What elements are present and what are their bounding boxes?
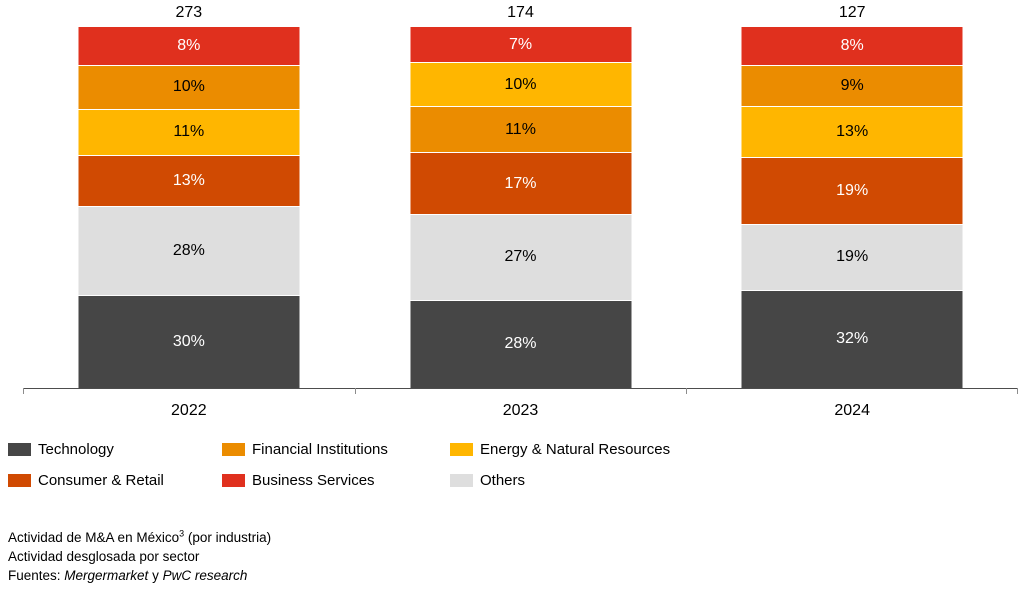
legend-item: Financial Institutions (222, 441, 450, 458)
bar-segment: 8% (78, 27, 300, 65)
footer-sources: Fuentes: Mergermarket y PwC research (8, 566, 271, 585)
bar-total: 174 (507, 4, 534, 21)
footer-title-text: Actividad de M&A en México (8, 530, 180, 545)
footer-title: Actividad de M&A en México3 (por industr… (8, 528, 271, 547)
legend-label: Energy & Natural Resources (480, 441, 671, 458)
bar-segment: 10% (78, 65, 300, 109)
x-axis-tick (354, 388, 356, 394)
bar-segment: 17% (410, 153, 631, 214)
bar-total: 273 (175, 4, 203, 21)
legend-item: Consumer & Retail (8, 472, 222, 489)
bar-segment: 13% (78, 155, 300, 207)
footer-title-suffix: (por industria) (184, 530, 272, 545)
stacked-bar: 8% 9% 13% 19% 19% 32% (741, 27, 963, 388)
bar-segment: 28% (78, 207, 300, 295)
x-axis-tick (686, 388, 688, 394)
legend-swatch (450, 474, 473, 487)
x-axis-tick (1017, 388, 1018, 394)
bar-segment: 8% (741, 27, 963, 65)
x-axis-label: 2024 (834, 402, 870, 419)
legend-item: Energy & Natural Resources (450, 441, 670, 458)
bar-segment: 32% (741, 290, 963, 388)
bar-total: 127 (838, 4, 866, 21)
bar-segment: 13% (741, 107, 963, 158)
x-axis-label: 2023 (502, 402, 539, 419)
legend-swatch (222, 474, 245, 487)
footnote-marker: 3 (179, 528, 185, 539)
legend-item: Technology (8, 441, 222, 458)
bar-segment: 11% (410, 107, 631, 153)
bar-group-2023: 174 7% 10% 11% 17% 27% 28% (355, 4, 687, 388)
legend-label: Business Services (252, 472, 375, 489)
bar-segment: 7% (410, 27, 631, 63)
stacked-bar: 7% 10% 11% 17% 27% 28% (410, 27, 631, 388)
legend-swatch (8, 443, 31, 456)
source-name: PwC research (162, 568, 248, 583)
x-axis-labels: 2022 2023 2024 (23, 402, 1018, 420)
x-axis-label: 2022 (171, 402, 207, 419)
source-name: Mergermarket (64, 568, 149, 583)
sources-connector: y (148, 568, 163, 583)
bar-segment: 9% (741, 65, 963, 107)
x-axis-tick (23, 388, 24, 394)
legend-swatch (8, 474, 31, 487)
bar-segment: 30% (78, 295, 300, 388)
bar-group-2022: 273 8% 10% 11% 13% 28% 30% (23, 4, 355, 388)
bar-segment: 27% (410, 214, 631, 300)
legend-label: Others (480, 472, 526, 489)
legend-swatch (222, 443, 245, 456)
stacked-bar: 8% 10% 11% 13% 28% 30% (78, 27, 300, 388)
legend-swatch (450, 443, 473, 456)
legend-label: Technology (38, 441, 114, 458)
plot-area: 273 8% 10% 11% 13% 28% 30% 174 7% 10% 11% 17% 27% 28%… (23, 4, 1018, 394)
bar-segment: 10% (410, 63, 631, 107)
footer: Actividad de M&A en México3 (por industr… (8, 528, 271, 585)
legend-label: Consumer & Retail (38, 472, 164, 489)
legend-item: Business Services (222, 472, 450, 489)
legend-item: Others (450, 472, 670, 489)
bar-segment: 19% (741, 158, 963, 224)
bar-segment: 11% (78, 109, 300, 155)
legend: Technology Financial Institutions Energy &… (8, 441, 670, 489)
sources-prefix: Fuentes: (8, 568, 65, 583)
footer-subtitle: Actividad desglosada por sector (8, 549, 200, 564)
bar-segment: 28% (410, 300, 631, 388)
legend-label: Financial Institutions (252, 441, 388, 458)
bar-segment: 19% (741, 224, 963, 290)
bar-group-2024: 127 8% 9% 13% 19% 19% 32% (686, 4, 1018, 388)
